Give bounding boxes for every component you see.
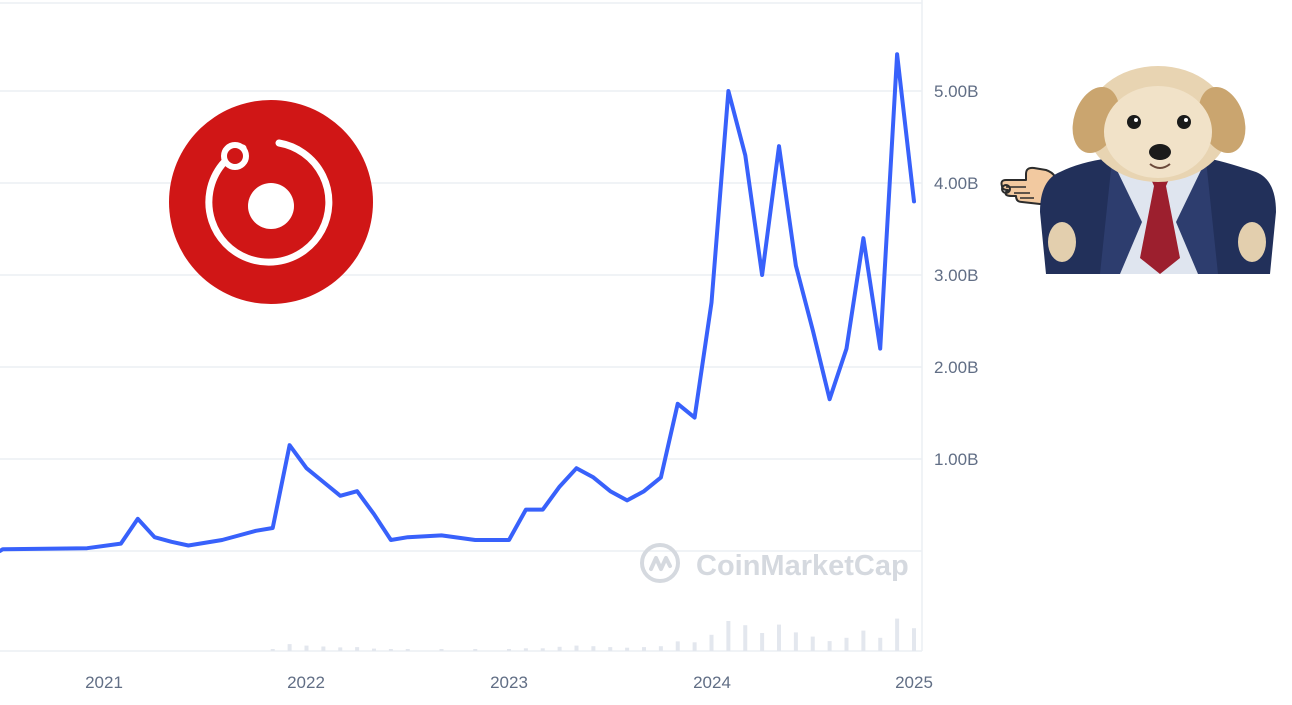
y-axis-ticks: 1.00B 2.00B 3.00B 4.00B 5.00B <box>934 82 978 469</box>
volume-bar <box>760 633 765 651</box>
volume-bar <box>439 649 444 651</box>
volume-bar <box>608 647 613 651</box>
volume-bar <box>743 625 748 651</box>
volume-bar <box>473 649 478 651</box>
token-logo-icon <box>169 100 373 304</box>
coinmarketcap-logo-icon <box>640 543 680 583</box>
volume-bar <box>574 645 579 651</box>
volume-bar <box>388 649 393 651</box>
volume-bar <box>304 645 309 651</box>
volume-bar <box>861 630 866 651</box>
series-lines <box>0 52 916 553</box>
x-axis-ticks: 2021 2022 2023 2024 2025 <box>85 673 933 692</box>
volume-bar <box>557 646 562 651</box>
volume-bar <box>827 641 832 651</box>
volume-bar <box>777 624 781 651</box>
grid-lines <box>0 0 923 652</box>
volume-bar <box>658 646 663 651</box>
volume-bar <box>642 647 646 651</box>
volume-bar <box>540 648 545 651</box>
volume-bar <box>523 648 528 651</box>
volume-bar <box>270 649 275 651</box>
volume-bars <box>270 618 916 651</box>
volume-bar <box>895 618 900 651</box>
volume-bar <box>912 628 916 651</box>
y-tick-label: 4.00B <box>934 174 978 193</box>
volume-bar <box>810 636 815 651</box>
watermark-text: CoinMarketCap <box>696 550 909 582</box>
x-tick-label: 2023 <box>490 673 528 692</box>
volume-bar <box>372 648 376 651</box>
volume-bar <box>321 646 326 651</box>
y-tick-label: 5.00B <box>934 82 978 101</box>
watermark: CoinMarketCap <box>640 543 909 583</box>
volume-bar <box>709 634 714 651</box>
volume-bar <box>692 642 697 651</box>
volume-bar <box>675 641 680 651</box>
volume-bar <box>405 649 410 651</box>
volume-bar <box>726 621 731 651</box>
volume-bar <box>844 637 849 651</box>
puppy-in-suit-image <box>1040 66 1276 274</box>
y-tick-label: 3.00B <box>934 266 978 285</box>
volume-bar <box>625 647 630 651</box>
volume-bar <box>507 649 511 651</box>
volume-bar <box>338 647 343 651</box>
volume-bar <box>591 646 596 651</box>
x-tick-label: 2022 <box>287 673 325 692</box>
y-tick-label: 2.00B <box>934 358 978 377</box>
volume-bar <box>287 644 292 651</box>
x-tick-label: 2024 <box>693 673 731 692</box>
x-tick-label: 2021 <box>85 673 123 692</box>
volume-bar <box>878 637 883 651</box>
series-line <box>0 52 916 553</box>
x-tick-label: 2025 <box>895 673 933 692</box>
volume-bar <box>793 632 798 651</box>
y-tick-label: 1.00B <box>934 450 978 469</box>
volume-bar <box>355 647 360 651</box>
